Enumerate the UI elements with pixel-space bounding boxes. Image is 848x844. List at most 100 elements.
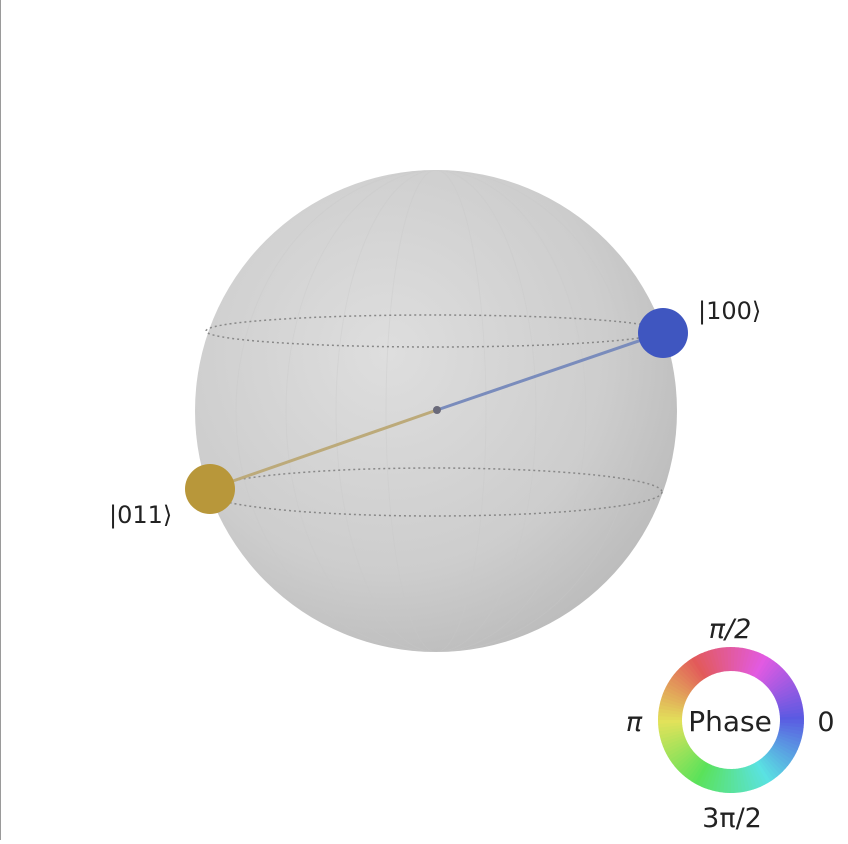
phase-wheel-segment (787, 741, 788, 744)
phase-wheel-segment (767, 767, 770, 769)
phase-wheel-segment (671, 707, 672, 711)
phase-wheel-segment (683, 679, 685, 682)
phase-wheel-segment (788, 738, 789, 741)
phase-wheel-segment (756, 774, 759, 776)
phase-wheel-segment (698, 771, 701, 773)
phase-wheel-segment (672, 701, 673, 705)
phase-wheel-segment (743, 660, 747, 661)
phase-wheel-segment (787, 695, 788, 698)
phase-label-three-pi-half: 3π/2 (702, 803, 762, 834)
phase-wheel-segment (746, 661, 750, 662)
phase-wheel-segment (780, 753, 782, 756)
phase-wheel-segment (755, 664, 758, 666)
phase-label-pi: π (626, 707, 643, 738)
phase-wheel-segment (673, 739, 674, 742)
phase-wheel-segment (690, 673, 693, 675)
phase-wheel-segment (778, 681, 780, 684)
phase-wheel-segment (788, 698, 789, 701)
phase-wheel-segment (678, 687, 680, 690)
phase-wheel-segment (750, 777, 753, 778)
phase-wheel-segment (715, 779, 719, 780)
phase-wheel-segment (791, 729, 792, 733)
phase-wheel-segment (764, 669, 767, 671)
phase-wheel-segment (785, 744, 787, 747)
phase-wheel-segment (772, 763, 775, 766)
state-label-011: |011⟩ (109, 501, 172, 529)
phase-wheel-segment (692, 671, 695, 673)
phase-wheel-segment (703, 774, 706, 776)
phase-wheel-segment (778, 755, 780, 758)
phase-wheel-segment (791, 707, 792, 711)
phase-wheel-segment (690, 765, 693, 767)
phase-wheel-segment (680, 684, 682, 687)
phase-wheel-segment (674, 742, 675, 745)
sphere-center-point (433, 406, 441, 414)
phase-wheel-segment (693, 767, 696, 769)
phase-label-pi-half: π/2 (709, 614, 752, 645)
phase-wheel-segment (697, 667, 700, 669)
phase-wheel-segment (785, 692, 787, 695)
phase-wheel-segment (703, 664, 706, 666)
phase-wheel-segment (678, 751, 680, 754)
phase-wheel-segment (680, 753, 682, 756)
phase-wheel-segment (740, 660, 744, 661)
phase-wheel-segment (718, 780, 722, 781)
state-marker-011 (185, 464, 235, 514)
phase-wheel-segment (782, 686, 784, 689)
phase-wheel-segment (769, 765, 772, 767)
phase-wheel-segment (675, 745, 677, 748)
phase-wheel-segment (749, 662, 752, 663)
phase-wheel-segment (681, 682, 683, 685)
state-label-100: |100⟩ (698, 297, 761, 325)
phase-wheel-segment (675, 692, 677, 695)
phase-wheel-segment (766, 670, 769, 672)
phase-wheel-segment (774, 760, 777, 763)
phase-wheel-segment (686, 761, 689, 764)
phase-wheel-segment (790, 732, 791, 736)
phase-wheel-segment (684, 758, 686, 761)
phase-wheel-segment (706, 663, 709, 664)
phase-wheel-segment (671, 704, 672, 708)
phase-wheel-segment (688, 675, 691, 678)
phase-wheel-segment (776, 679, 778, 682)
phase-wheel-segment (789, 735, 790, 739)
phase-wheel-segment (701, 773, 704, 775)
phase-wheel-segment (709, 777, 712, 778)
state-marker-100 (638, 308, 688, 358)
phase-wheel-segment (784, 747, 786, 750)
phase-wheel-segment (782, 750, 784, 753)
phase-wheel-segment (709, 662, 712, 663)
phase-wheel-segment (769, 672, 772, 674)
phase-wheel-segment (688, 763, 691, 766)
phase-wheel-segment (747, 778, 751, 779)
phase-wheel-segment (676, 690, 678, 693)
phase-wheel-segment (741, 780, 745, 781)
phase-wheel-segment (695, 669, 698, 671)
phase-wheel-segment (682, 756, 684, 759)
phase-wheel-segment (771, 674, 774, 677)
phase-wheel-segment (712, 661, 716, 662)
phase-wheel-segment (764, 769, 767, 771)
phase-wheel-segment (671, 733, 672, 737)
phase-wheel-segment (780, 684, 782, 687)
phase-wheel-title: Phase (688, 705, 772, 738)
phase-wheel-segment (759, 773, 762, 775)
phase-wheel-segment (677, 748, 679, 751)
phase-wheel-segment (695, 769, 698, 771)
phase-wheel-segment (715, 660, 719, 661)
phase-wheel-segment (712, 778, 716, 779)
phase-wheel-segment (758, 665, 761, 667)
phase-wheel-segment (761, 667, 764, 669)
phase-wheel-segment (718, 660, 722, 661)
phase-wheel-segment (753, 776, 756, 777)
phase-wheel-segment (700, 666, 703, 668)
phase-wheel-segment (789, 701, 790, 705)
phase-wheel-segment (752, 663, 755, 664)
phase-wheel-segment (672, 736, 673, 740)
phase-wheel-segment (784, 689, 786, 692)
phase-wheel-segment (744, 779, 748, 780)
phase-wheel-segment (671, 730, 672, 734)
phase-wheel-segment (673, 698, 674, 701)
phase-wheel-segment (674, 695, 675, 698)
